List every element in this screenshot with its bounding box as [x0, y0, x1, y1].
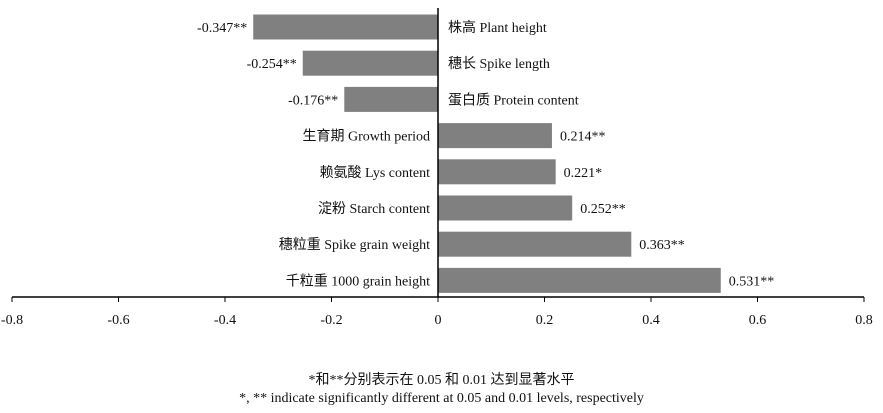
x-tick-label: 0.4	[642, 313, 660, 328]
x-tick-label: 0.8	[855, 313, 873, 328]
category-label: 千粒重 1000 grain height	[286, 273, 430, 289]
category-label: 赖氨酸 Lys content	[320, 165, 431, 181]
bar	[438, 231, 632, 257]
value-labels-group: -0.347** -0.254** -0.176** 0.214** 0.221* 0.2…	[197, 21, 774, 289]
x-ticks-group: -0.8 -0.6 -0.4 -0.2 0 0.2 0.4 0.6 0.8	[1, 297, 873, 328]
x-tick-label: -0.8	[1, 313, 23, 328]
value-label: 0.252**	[580, 202, 626, 217]
bar	[438, 159, 556, 185]
correlation-bar-chart: 株高 Plant height 穗长 Spike length 蛋白质 Protei…	[1, 8, 873, 328]
bar	[438, 123, 552, 149]
category-label: 穗长 Spike length	[448, 56, 550, 72]
value-label: -0.254**	[247, 57, 297, 72]
value-label: 0.221*	[564, 166, 603, 181]
x-tick-label: 0.6	[749, 313, 767, 328]
category-label: 株高 Plant height	[448, 19, 547, 36]
value-label: 0.363**	[639, 238, 685, 253]
value-label: 0.214**	[560, 130, 606, 145]
bars-group	[253, 14, 721, 293]
bar	[438, 267, 721, 293]
value-label: 0.531**	[729, 274, 775, 289]
bar	[438, 195, 573, 221]
value-label: -0.176**	[288, 93, 338, 108]
category-label: 生育期 Growth period	[302, 129, 430, 145]
category-label: 蛋白质 Protein content	[448, 92, 579, 108]
bar	[344, 86, 438, 112]
value-label: -0.347**	[197, 21, 247, 36]
category-label: 穗粒重 Spike grain weight	[279, 237, 430, 253]
category-label: 淀粉 Starch content	[318, 201, 430, 217]
x-tick-label: -0.6	[107, 313, 129, 328]
bar	[302, 50, 438, 76]
bar	[253, 14, 438, 40]
x-tick-label: 0	[435, 313, 442, 328]
x-tick-label: -0.4	[214, 313, 236, 328]
significance-note-en: *, ** indicate significantly different a…	[239, 391, 644, 406]
category-labels-group: 株高 Plant height 穗长 Spike length 蛋白质 Protei…	[279, 19, 579, 289]
x-tick-label: -0.2	[320, 313, 342, 328]
x-tick-label: 0.2	[536, 313, 554, 328]
significance-note-cn: *和**分别表示在 0.05 和 0.01 达到显著水平	[308, 373, 575, 388]
